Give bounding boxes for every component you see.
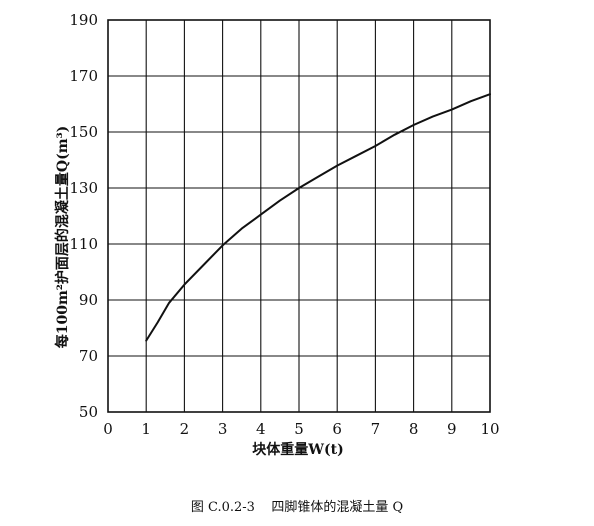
x-tick-label: 0 [103, 420, 113, 438]
figure-caption: 图 C.0.2-3 四脚锥体的混凝土量 Q [0, 496, 594, 515]
y-tick-label: 110 [69, 235, 98, 253]
x-tick-label: 4 [256, 420, 266, 438]
x-tick-label: 9 [447, 420, 457, 438]
x-tick-label: 6 [332, 420, 342, 438]
y-tick-labels: 50 70 90 110 130 150 170 190 [69, 11, 98, 421]
x-tick-label: 2 [180, 420, 190, 438]
y-tick-label: 90 [79, 291, 98, 309]
plot-frame [107, 19, 491, 413]
x-tick-label: 1 [141, 420, 151, 438]
x-tick-label: 3 [218, 420, 228, 438]
y-axis-title: 每100m²护面层的混凝土量Q(m³) [54, 126, 71, 349]
y-tick-label: 190 [69, 11, 98, 29]
figure-number: 图 C.0.2-3 [190, 500, 255, 515]
x-tick-labels: 0 1 2 3 4 5 6 7 8 9 10 [103, 420, 499, 438]
y-tick-label: 50 [79, 403, 98, 421]
x-tick-label: 7 [371, 420, 381, 438]
grid-lines [108, 20, 490, 412]
figure-title: 四脚锥体的混凝土量 Q [271, 500, 404, 515]
y-tick-label: 150 [69, 123, 98, 141]
series-line [145, 93, 491, 342]
y-tick-label: 70 [79, 347, 98, 365]
series-curves [145, 93, 491, 342]
x-tick-label: 5 [294, 420, 304, 438]
x-tick-label: 10 [480, 420, 499, 438]
y-tick-label: 170 [69, 67, 98, 85]
y-tick-label: 130 [69, 179, 98, 197]
x-axis-title: 块体重量W(t) [252, 441, 343, 458]
x-tick-label: 8 [409, 420, 419, 438]
plot-border [107, 19, 491, 413]
